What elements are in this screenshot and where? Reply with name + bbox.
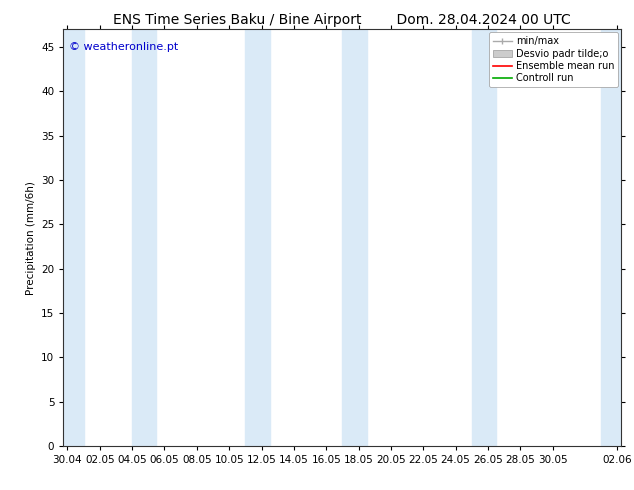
Text: © weatheronline.pt: © weatheronline.pt: [69, 42, 178, 52]
Bar: [132, 29, 157, 446]
Bar: [245, 29, 269, 446]
Bar: [63, 29, 84, 446]
Y-axis label: Precipitation (mm/6h): Precipitation (mm/6h): [25, 181, 36, 294]
Title: ENS Time Series Baku / Bine Airport        Dom. 28.04.2024 00 UTC: ENS Time Series Baku / Bine Airport Dom.…: [113, 13, 571, 27]
Bar: [342, 29, 366, 446]
Bar: [472, 29, 496, 446]
Bar: [601, 29, 621, 446]
Legend: min/max, Desvio padr tilde;o, Ensemble mean run, Controll run: min/max, Desvio padr tilde;o, Ensemble m…: [489, 32, 618, 87]
